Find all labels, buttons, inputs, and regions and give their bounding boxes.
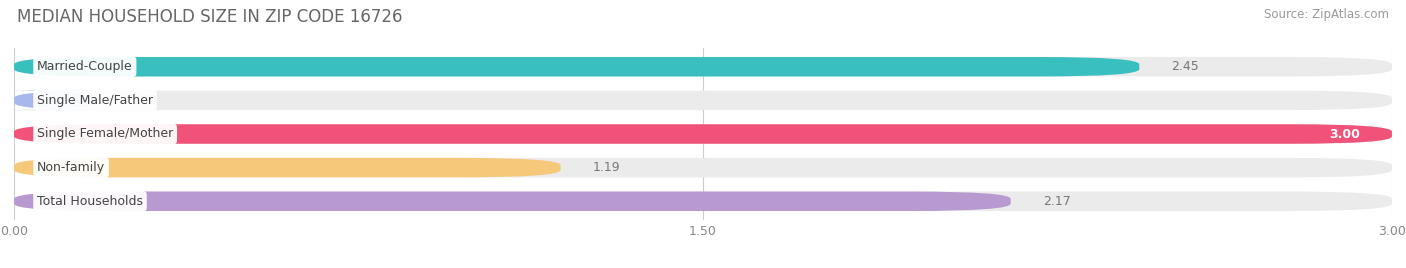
Text: 1.19: 1.19 xyxy=(593,161,620,174)
Text: 2.45: 2.45 xyxy=(1171,60,1199,73)
FancyBboxPatch shape xyxy=(14,57,1392,76)
FancyBboxPatch shape xyxy=(14,124,1392,144)
Text: 0.00: 0.00 xyxy=(129,94,157,107)
FancyBboxPatch shape xyxy=(14,158,1392,177)
FancyBboxPatch shape xyxy=(14,158,561,177)
FancyBboxPatch shape xyxy=(14,91,1392,110)
Text: Total Households: Total Households xyxy=(37,195,143,208)
FancyBboxPatch shape xyxy=(14,192,1011,211)
FancyBboxPatch shape xyxy=(14,192,1392,211)
FancyBboxPatch shape xyxy=(14,124,1392,144)
Text: 3.00: 3.00 xyxy=(1329,128,1360,140)
Text: Single Male/Father: Single Male/Father xyxy=(37,94,153,107)
FancyBboxPatch shape xyxy=(0,91,115,110)
FancyBboxPatch shape xyxy=(14,57,1139,76)
Text: Single Female/Mother: Single Female/Mother xyxy=(37,128,173,140)
Text: Married-Couple: Married-Couple xyxy=(37,60,132,73)
Text: MEDIAN HOUSEHOLD SIZE IN ZIP CODE 16726: MEDIAN HOUSEHOLD SIZE IN ZIP CODE 16726 xyxy=(17,8,402,26)
Text: 2.17: 2.17 xyxy=(1043,195,1070,208)
Text: Source: ZipAtlas.com: Source: ZipAtlas.com xyxy=(1264,8,1389,21)
Text: Non-family: Non-family xyxy=(37,161,105,174)
